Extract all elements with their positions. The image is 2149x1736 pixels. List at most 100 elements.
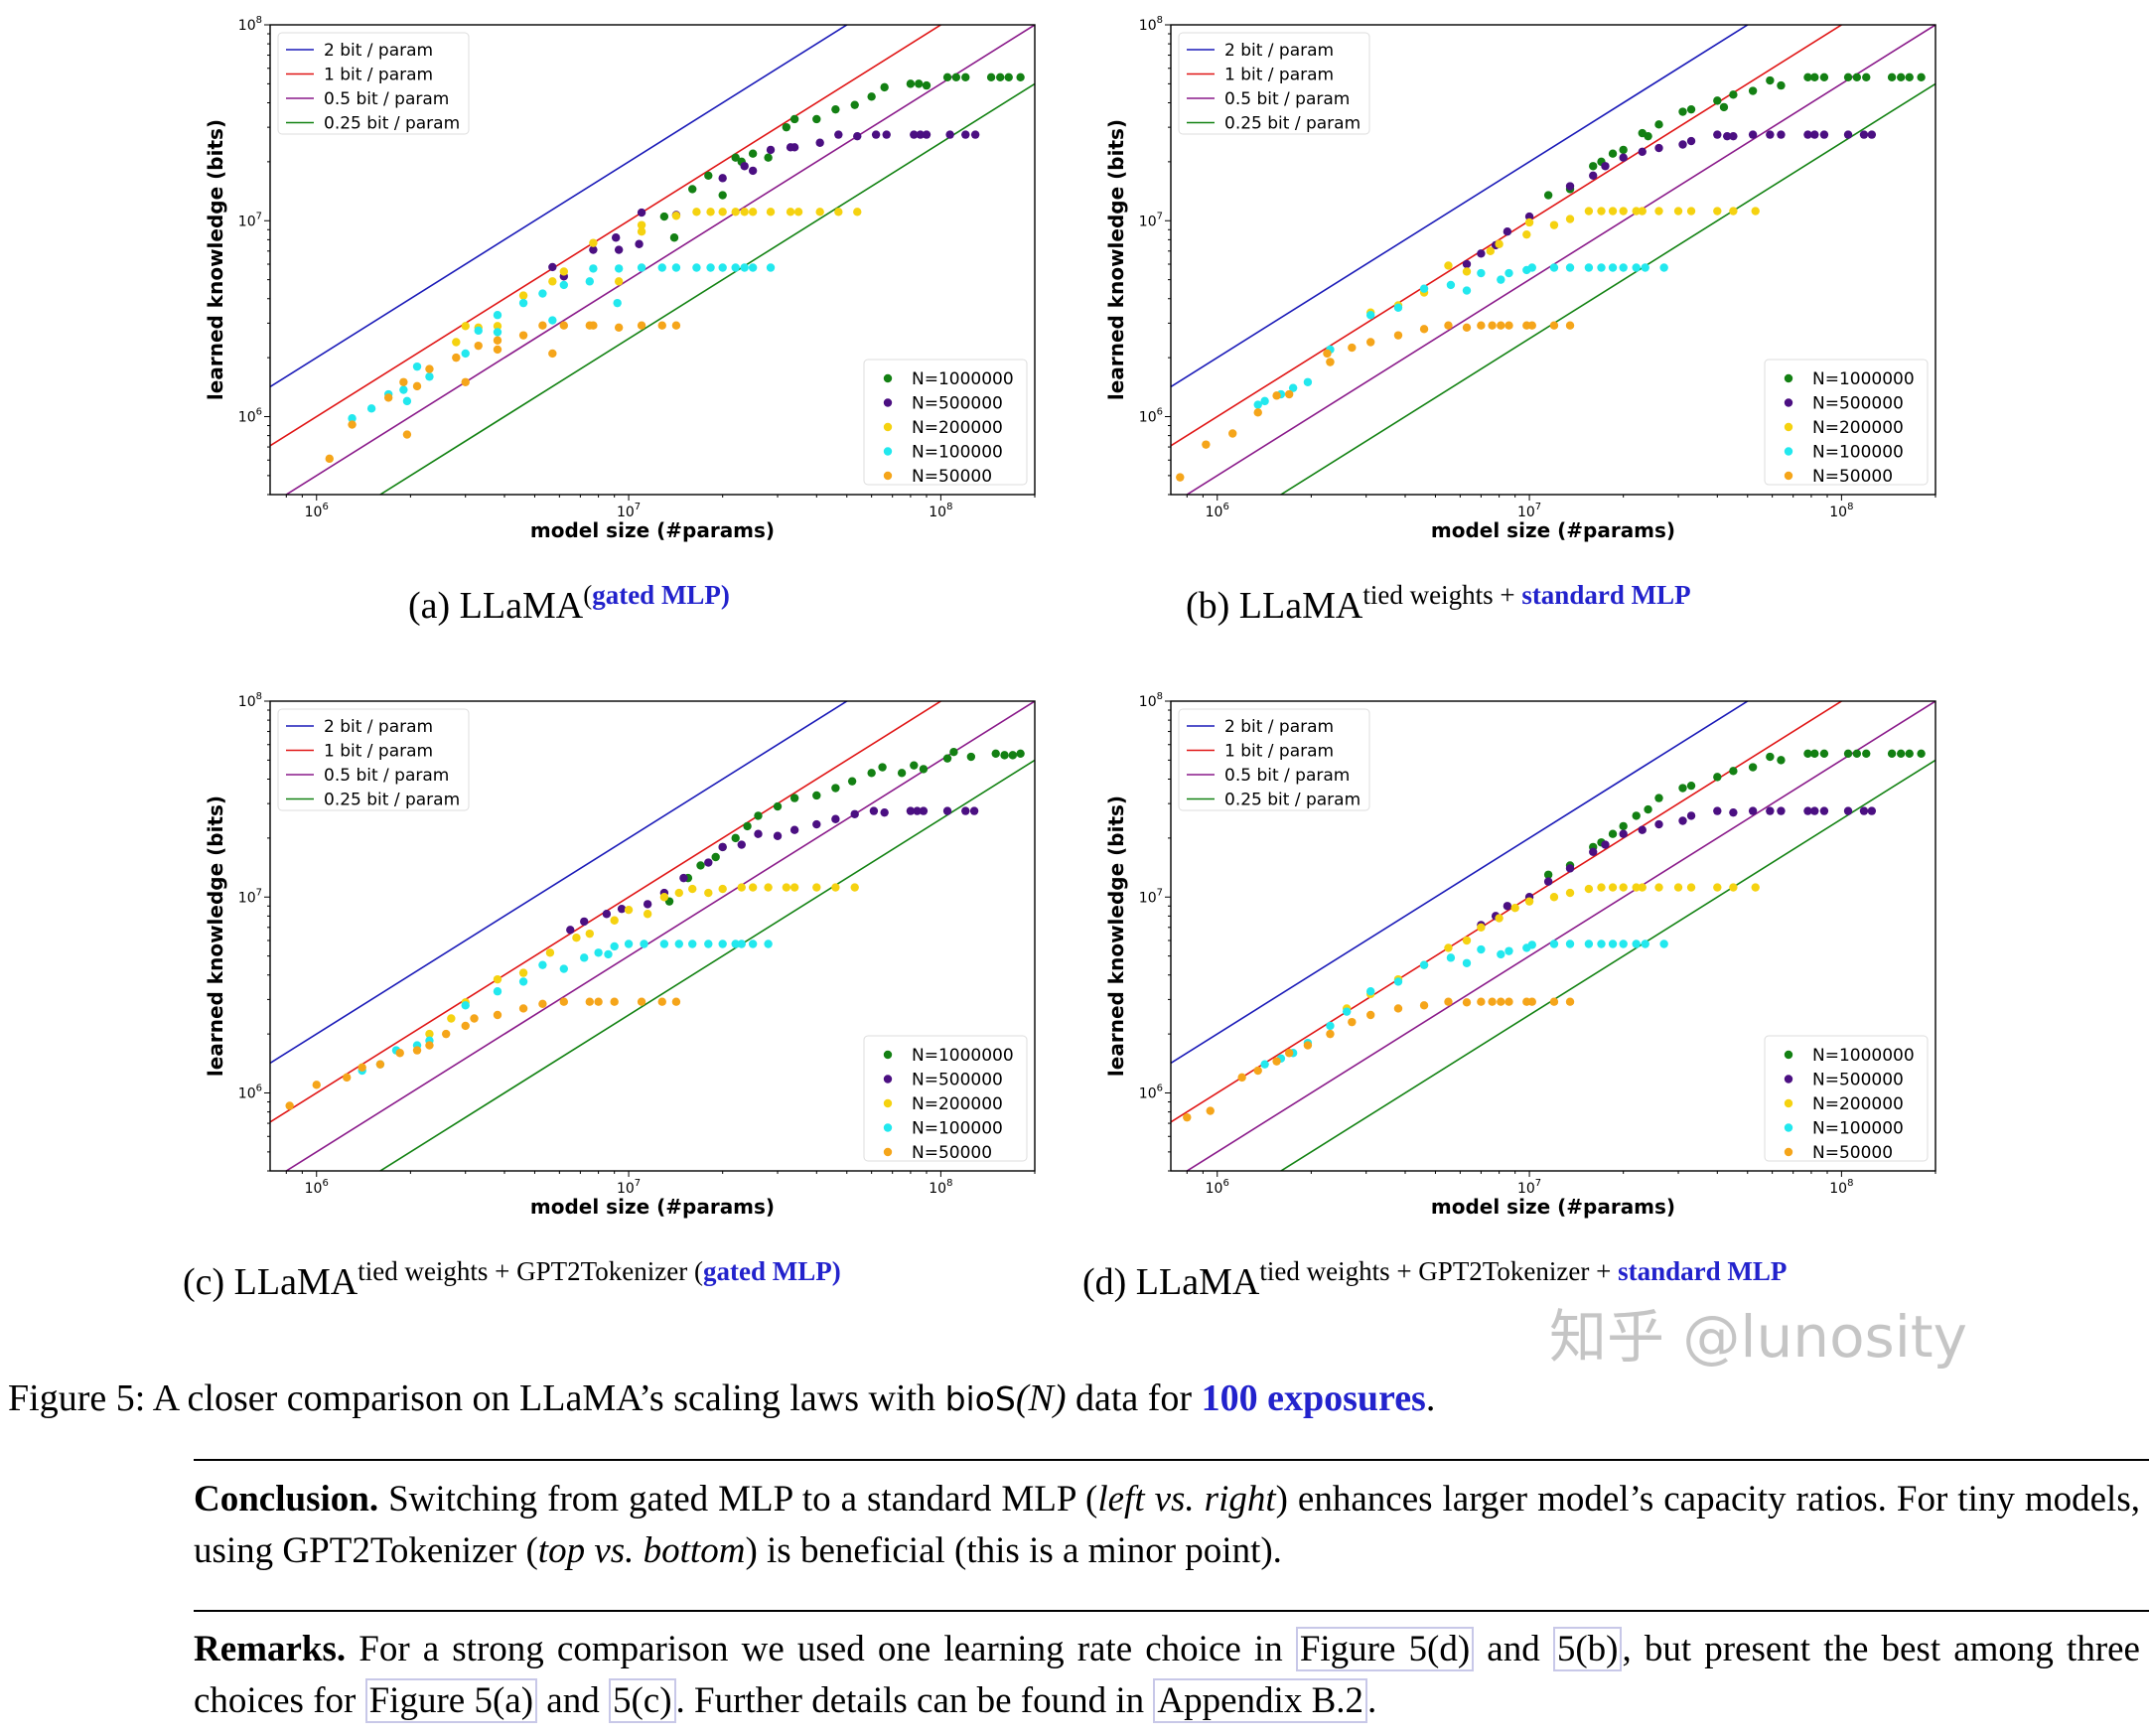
data-point xyxy=(1206,1106,1215,1115)
data-point xyxy=(850,809,859,818)
data-point xyxy=(1905,749,1914,758)
legend-marker xyxy=(883,1050,893,1060)
ref-figure-5d-link[interactable]: Figure 5(d) xyxy=(1295,1627,1475,1671)
data-point xyxy=(1495,914,1504,923)
data-point xyxy=(285,1101,294,1110)
reference-line xyxy=(284,701,1035,1171)
data-point xyxy=(812,791,821,800)
y-tick-label: 107 xyxy=(1139,211,1163,229)
data-point xyxy=(493,322,502,331)
data-point xyxy=(850,100,859,109)
reference-line xyxy=(270,25,942,447)
data-point xyxy=(1751,207,1760,216)
data-point xyxy=(1678,784,1687,793)
x-tick-label: 107 xyxy=(1517,1178,1541,1197)
data-point xyxy=(718,208,727,217)
data-point xyxy=(922,130,931,139)
data-point xyxy=(1253,408,1262,417)
data-point xyxy=(812,114,821,124)
legend-entry: N=1000000 xyxy=(1812,1046,1915,1066)
data-point xyxy=(1365,987,1375,996)
data-point xyxy=(1719,102,1729,112)
plot-frame xyxy=(1170,700,1936,1172)
data-point xyxy=(1323,349,1332,359)
data-point xyxy=(493,336,502,345)
data-point xyxy=(773,801,783,811)
legend-marker xyxy=(1784,1075,1793,1084)
data-point xyxy=(869,806,879,815)
data-point xyxy=(1522,265,1531,275)
data-point xyxy=(834,208,843,217)
data-point xyxy=(1803,130,1812,139)
data-point xyxy=(1766,75,1775,85)
data-point xyxy=(1419,1001,1429,1010)
y-tick-label: 108 xyxy=(1139,691,1163,710)
data-point xyxy=(1477,944,1486,954)
legend-box xyxy=(277,32,470,135)
data-point xyxy=(1810,749,1819,758)
data-point xyxy=(659,893,669,902)
data-point xyxy=(1678,107,1687,116)
data-point xyxy=(867,769,876,778)
y-tick-label: 108 xyxy=(238,15,262,34)
caption-sup: tied weights + GPT2Tokenizer + xyxy=(1259,1256,1619,1286)
data-point xyxy=(969,806,979,815)
data-point xyxy=(518,977,528,986)
data-point xyxy=(614,323,624,332)
data-point xyxy=(1504,997,1513,1006)
reference-line xyxy=(270,25,849,388)
data-point xyxy=(452,338,461,347)
data-point xyxy=(1488,997,1497,1006)
reference-line xyxy=(378,759,1035,1171)
x-axis-label: model size (#params) xyxy=(1431,518,1675,542)
caption-highlight: gated MLP) xyxy=(592,580,730,610)
legend-entry: 0.5 bit / param xyxy=(1224,766,1350,786)
data-point xyxy=(1867,130,1877,139)
legend-entry: 0.25 bit / param xyxy=(1224,114,1361,134)
data-point xyxy=(447,1014,456,1023)
data-point xyxy=(906,79,916,88)
data-point xyxy=(748,883,758,892)
data-point xyxy=(538,960,547,969)
data-point xyxy=(740,208,749,217)
conclusion-paragraph: Conclusion. Switching from gated MLP to … xyxy=(194,1474,2140,1577)
caption-label: (d) LLaMA xyxy=(1082,1261,1260,1303)
data-point xyxy=(1638,883,1647,892)
ref-appendix-b2-link[interactable]: Appendix B.2 xyxy=(1153,1678,1368,1723)
legend-entry: N=500000 xyxy=(912,394,1003,414)
legend-entry: N=1000000 xyxy=(912,369,1014,389)
data-point xyxy=(1748,130,1758,139)
data-point xyxy=(961,72,970,81)
data-point xyxy=(452,353,461,362)
data-point xyxy=(1444,943,1453,952)
data-point xyxy=(461,377,470,386)
data-point xyxy=(1565,215,1575,223)
data-point xyxy=(538,999,547,1008)
data-point xyxy=(358,1063,366,1072)
data-point xyxy=(688,185,697,194)
data-point xyxy=(604,949,613,959)
data-point xyxy=(748,149,758,158)
ref-5b-link[interactable]: 5(b) xyxy=(1552,1627,1623,1671)
legend-marker xyxy=(883,471,893,481)
x-tick-label: 107 xyxy=(1517,502,1541,520)
data-point xyxy=(1777,756,1786,765)
data-point xyxy=(913,806,922,815)
data-point xyxy=(441,1029,451,1039)
data-point xyxy=(643,910,652,919)
ref-5c-link[interactable]: 5(c) xyxy=(608,1678,676,1723)
chart-b: 106 107 108 106 107 108 model size (#params) le… xyxy=(1104,15,1936,542)
legend-entry: N=50000 xyxy=(912,467,992,487)
legend-box xyxy=(277,708,470,811)
data-point xyxy=(986,72,996,81)
y-tick-label: 107 xyxy=(238,211,262,229)
data-point xyxy=(518,968,528,977)
reference-line xyxy=(378,82,1035,495)
data-point xyxy=(1777,806,1786,815)
ref-figure-5a-link[interactable]: Figure 5(a) xyxy=(364,1678,538,1723)
data-point xyxy=(970,130,980,139)
data-point xyxy=(395,1049,404,1058)
data-point xyxy=(1729,767,1738,776)
data-point xyxy=(348,414,357,423)
legend-entry: N=100000 xyxy=(1812,1119,1904,1139)
